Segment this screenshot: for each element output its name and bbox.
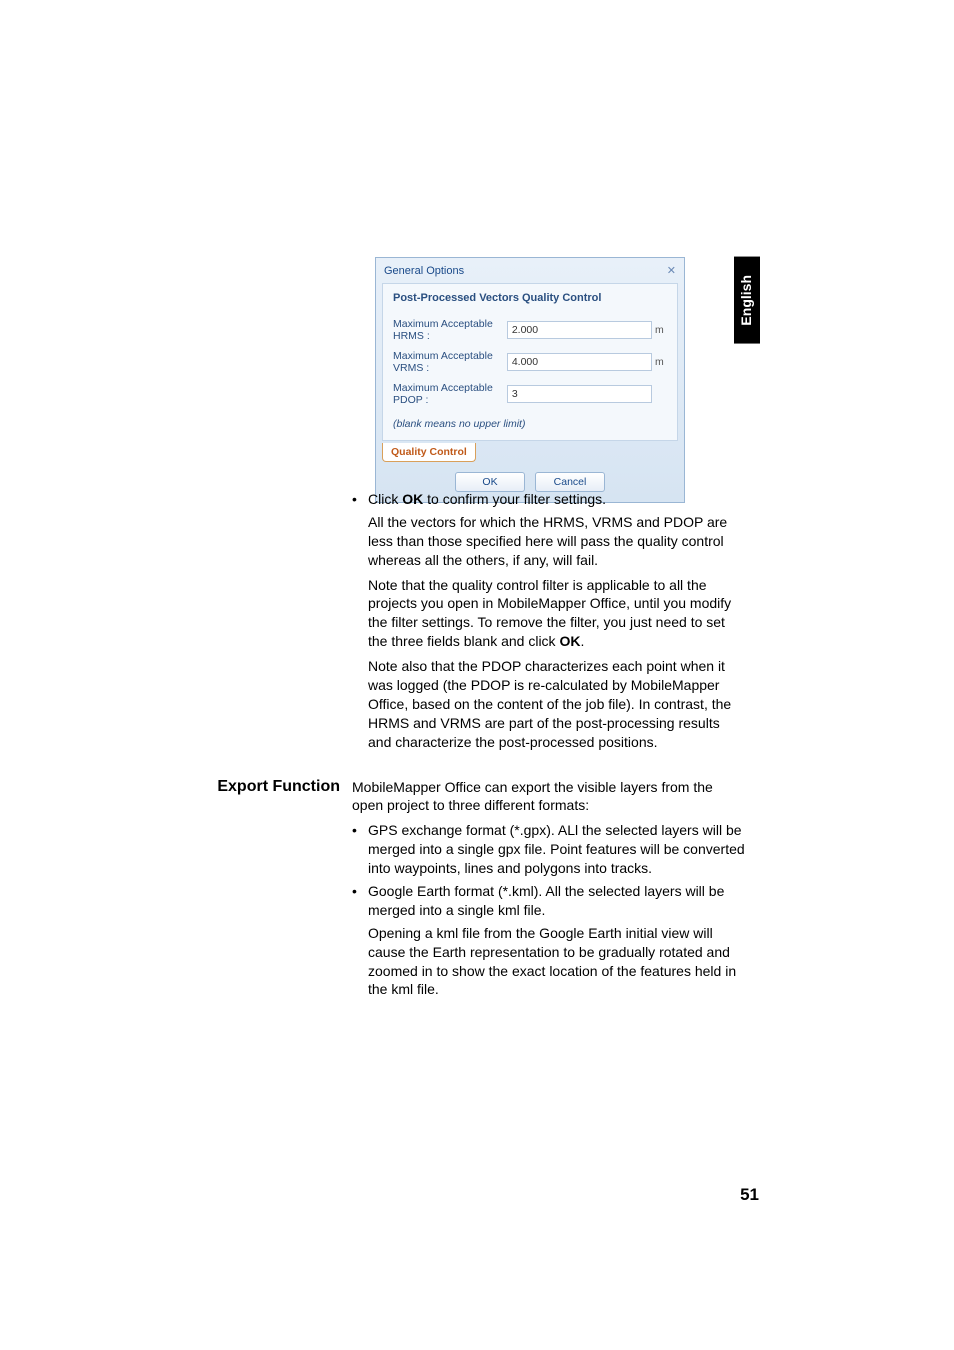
pdop-input[interactable] (507, 385, 652, 403)
list-item-paragraph: Google Earth format (*.kml). All the sel… (368, 882, 745, 920)
export-function-section: Export Function MobileMapper Office can … (212, 778, 745, 1004)
cancel-button[interactable]: Cancel (535, 472, 605, 492)
field-row-vrms: Maximum Acceptable VRMS : m (383, 346, 677, 378)
list-item: Google Earth format (*.kml). All the sel… (352, 882, 745, 999)
field-row-pdop: Maximum Acceptable PDOP : (383, 378, 677, 410)
list-quality-control: Click OK to confirm your filter settings… (352, 490, 745, 752)
general-options-dialog: General Options ✕ Post-Processed Vectors… (375, 257, 685, 503)
list-item-paragraph: Note also that the PDOP characterizes ea… (368, 657, 745, 751)
list-item-paragraph: Click OK to confirm your filter settings… (368, 490, 745, 509)
vrms-unit: m (652, 356, 667, 368)
export-intro-paragraph: MobileMapper Office can export the visib… (352, 778, 745, 816)
dialog-titlebar: General Options ✕ (376, 258, 684, 283)
vrms-input[interactable] (507, 353, 652, 371)
list-item-paragraph: Note that the quality control filter is … (368, 576, 745, 652)
quality-control-text-block: Click OK to confirm your filter settings… (212, 490, 745, 752)
tab-strip: Quality Control (376, 441, 684, 462)
blank-note: (blank means no upper limit) (383, 410, 677, 430)
list-item-paragraph: GPS exchange format (*.gpx). ALl the sel… (368, 821, 745, 878)
list-item-paragraph: Opening a kml file from the Google Earth… (368, 924, 745, 1000)
list-item-paragraph: All the vectors for which the HRMS, VRMS… (368, 513, 745, 570)
tab-quality-control[interactable]: Quality Control (382, 443, 476, 462)
export-function-heading: Export Function (212, 778, 352, 796)
hrms-input[interactable] (507, 321, 652, 339)
ok-button[interactable]: OK (455, 472, 525, 492)
list-item: GPS exchange format (*.gpx). ALl the sel… (352, 821, 745, 878)
dialog-section-header: Post-Processed Vectors Quality Control (383, 284, 677, 314)
page-content: Click OK to confirm your filter settings… (212, 490, 745, 1003)
vrms-label: Maximum Acceptable VRMS : (393, 350, 507, 374)
dialog-title-text: General Options (384, 265, 464, 277)
field-row-hrms: Maximum Acceptable HRMS : m (383, 314, 677, 346)
list-item: Click OK to confirm your filter settings… (352, 490, 745, 752)
list-export-formats: GPS exchange format (*.gpx). ALl the sel… (352, 821, 745, 999)
pdop-label: Maximum Acceptable PDOP : (393, 382, 507, 406)
hrms-label: Maximum Acceptable HRMS : (393, 318, 507, 342)
page-number: 51 (740, 1185, 759, 1205)
language-tab: English (734, 257, 760, 344)
dialog-body: Post-Processed Vectors Quality Control M… (382, 283, 678, 441)
close-icon[interactable]: ✕ (667, 264, 676, 277)
hrms-unit: m (652, 324, 667, 336)
